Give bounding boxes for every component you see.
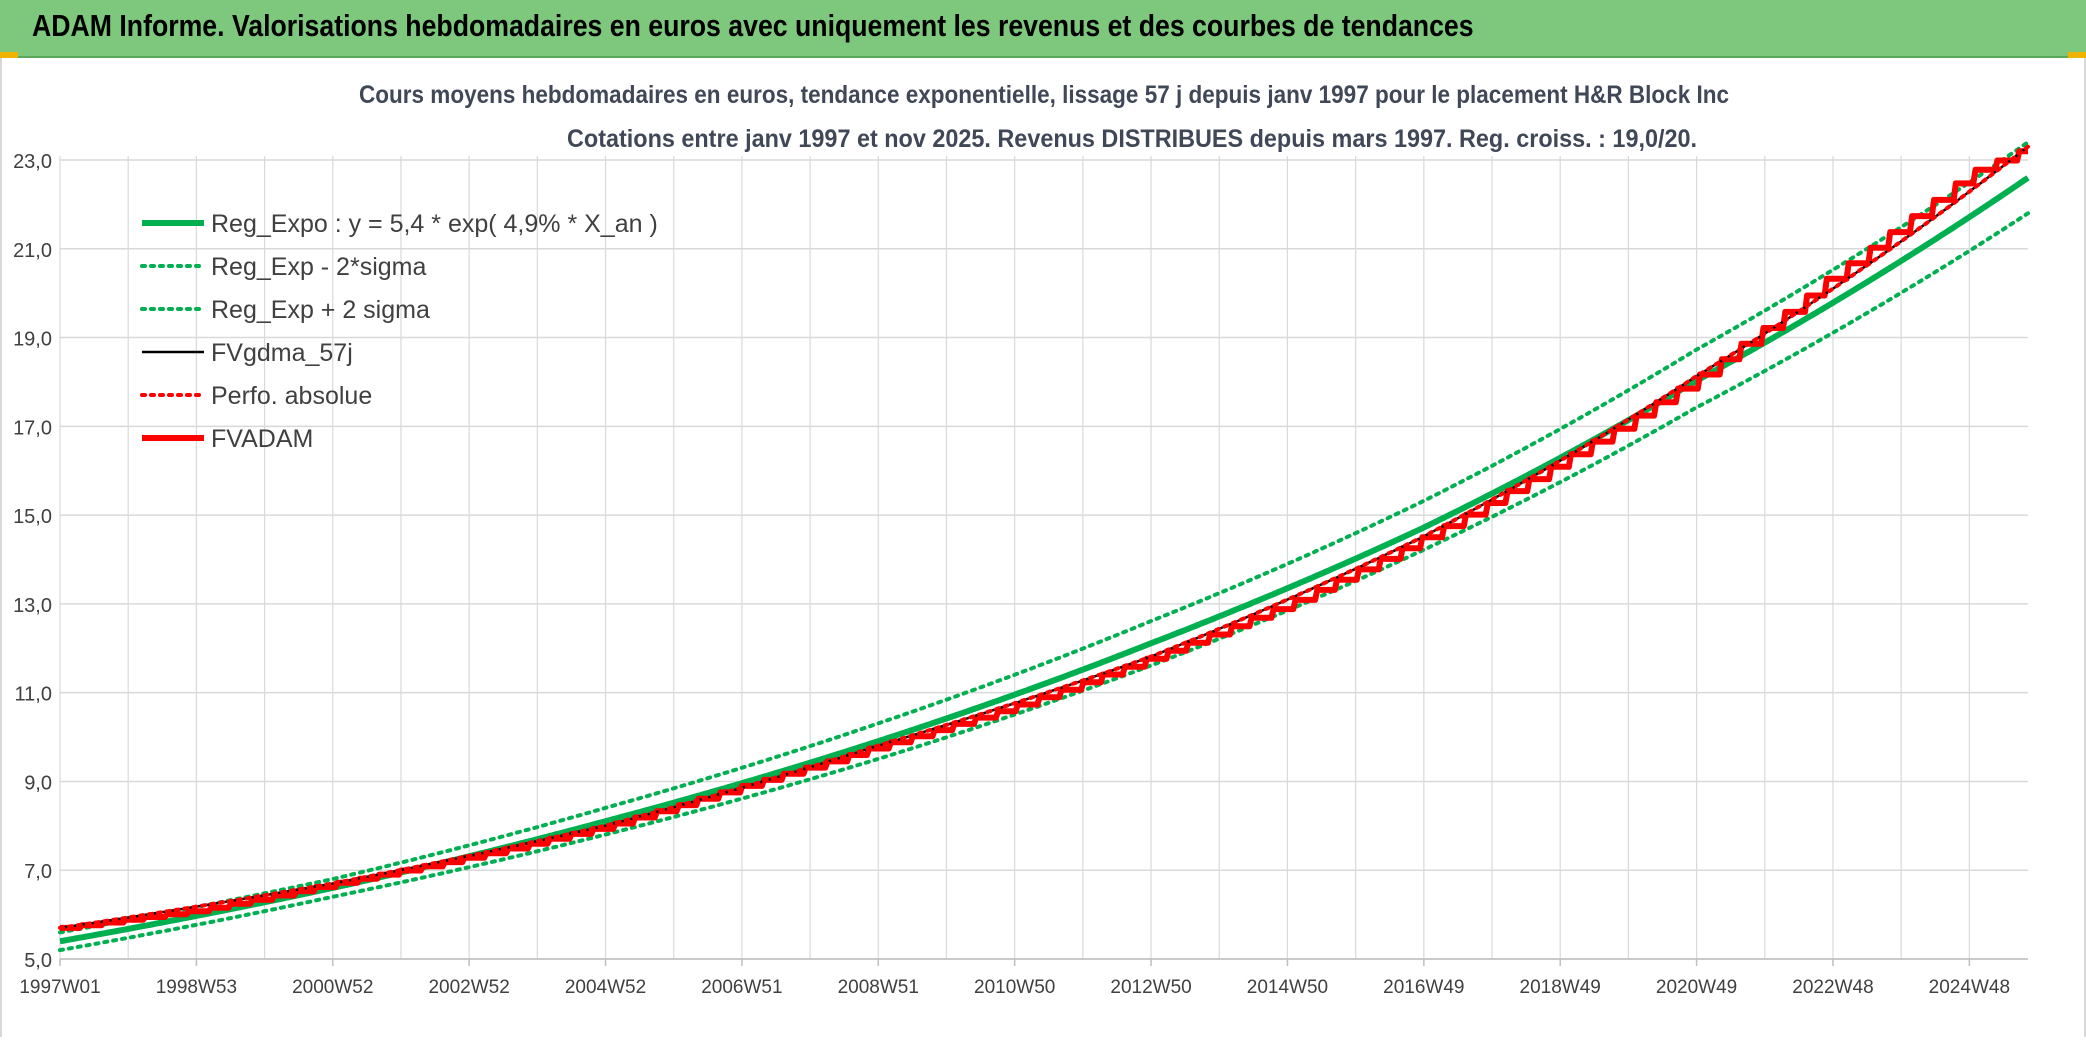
y-tick-label: 9,0: [24, 772, 52, 794]
legend-label: Perfo. absolue: [211, 382, 372, 410]
chart-legend: Reg_Expo : y = 5,4 * exp( 4,9% * X_an ) R…: [140, 210, 658, 453]
corner-mark-right: [2068, 52, 2086, 58]
legend-label: FVADAM: [211, 425, 313, 453]
chart-series: [58, 140, 2030, 953]
report-title: ADAM Informe. Valorisations hebdomadaire…: [32, 8, 1474, 43]
x-tick-label: 2008W51: [838, 977, 919, 998]
x-tick-label: 2006W51: [701, 977, 782, 998]
x-tick-label: 2002W52: [428, 977, 509, 998]
y-tick-label: 7,0: [24, 861, 52, 883]
y-tick-label: 11,0: [15, 684, 52, 706]
y-tick-label: 23,0: [13, 151, 52, 173]
legend-label: Reg_Expo : y = 5,4 * exp( 4,9% * X_an ): [211, 210, 658, 238]
chart-grid: [59, 156, 2028, 960]
y-tick-label: 15,0: [13, 506, 52, 528]
chart-axes: 5,0 7,0 9,0 11,0 13,0 15,0 17,0 19,0 21,0 23,0 199…: [13, 151, 2028, 998]
x-tick-label: 2004W52: [565, 977, 646, 998]
x-tick-label: 2024W48: [1929, 977, 2010, 998]
chart-subtitle: Cotations entre janv 1997 et nov 2025. R…: [567, 125, 1697, 153]
y-tick-label: 13,0: [13, 595, 52, 617]
series-line-2: [58, 140, 2030, 935]
x-tick-label: 2018W49: [1520, 977, 1601, 998]
series-line-0: [59, 175, 2030, 945]
y-tick-label: 17,0: [13, 417, 52, 439]
x-tick-label: 1997W01: [19, 977, 100, 998]
y-tick-label: 5,0: [24, 950, 52, 972]
chart-frame: Cours moyens hebdomadaires en euros, ten…: [0, 58, 2086, 1037]
y-tick-label: 21,0: [13, 240, 52, 262]
legend-label: Reg_Exp - 2*sigma: [211, 253, 426, 281]
x-tick-label: 2016W49: [1383, 977, 1464, 998]
x-tick-label: 2020W49: [1656, 977, 1737, 998]
x-tick-label: 2014W50: [1247, 977, 1328, 998]
legend-label: Reg_Exp + 2 sigma: [211, 296, 430, 324]
x-tick-label: 2012W50: [1110, 977, 1191, 998]
legend-label: FVgdma_57j: [211, 339, 353, 367]
x-tick-label: 2010W50: [974, 977, 1055, 998]
x-tick-label: 2022W48: [1792, 977, 1873, 998]
y-tick-label: 19,0: [13, 329, 52, 351]
series-line-1: [58, 211, 2030, 953]
series-line-4: [58, 144, 2030, 930]
chart-title: Cours moyens hebdomadaires en euros, ten…: [359, 81, 1729, 109]
x-tick-label: 2000W52: [292, 977, 373, 998]
corner-mark-left: [0, 52, 18, 58]
x-tick-label: 1998W53: [156, 977, 237, 998]
report-header: ADAM Informe. Valorisations hebdomadaire…: [0, 0, 2086, 58]
line-chart: Cours moyens hebdomadaires en euros, ten…: [13, 81, 2030, 998]
